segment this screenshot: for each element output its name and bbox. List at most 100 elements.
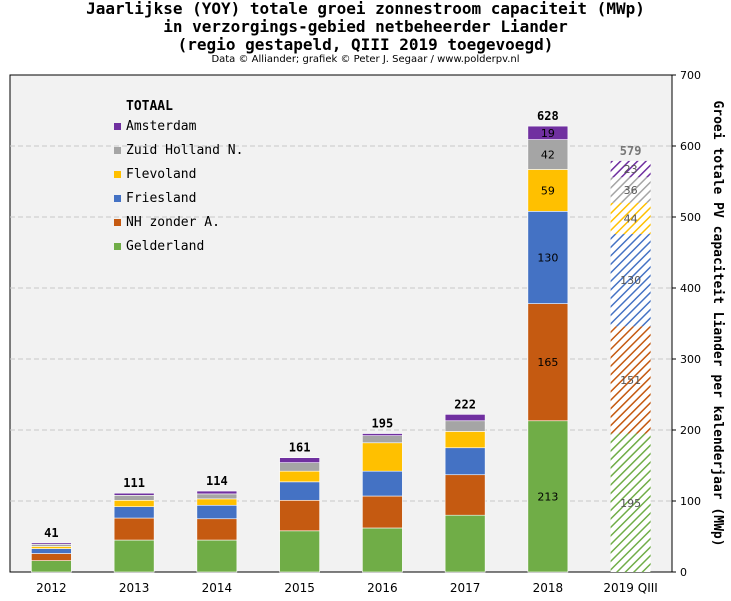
y-tick-label: 300 <box>680 353 701 366</box>
bar-segment <box>444 414 486 422</box>
bar-total-label: 628 <box>537 109 559 123</box>
bar-segment <box>444 431 486 449</box>
bar-segment <box>31 544 72 547</box>
x-tick-label: 2014 <box>202 581 233 595</box>
chart-title-line-1: Jaarlijkse (YOY) totale groei zonnestroo… <box>86 0 645 18</box>
bar-value-label: 151 <box>620 374 641 387</box>
bar-total-label: 161 <box>289 441 311 455</box>
chart-title-line-3: (regio gestapeld, QIII 2019 toegevoegd) <box>177 35 554 54</box>
bar-segment <box>113 506 155 519</box>
bar-segment <box>31 548 72 554</box>
legend-entry: Amsterdam <box>126 119 197 134</box>
bar-segment <box>610 234 651 327</box>
bar-value-label: 130 <box>537 251 558 264</box>
bar-segment <box>196 504 238 520</box>
bar-segment <box>444 514 486 573</box>
x-tick-label: 2018 <box>533 581 564 595</box>
bar-segment <box>444 447 486 476</box>
legend-entry: Zuid Holland N. <box>126 143 243 158</box>
y-tick-label: 0 <box>680 566 687 579</box>
x-tick-label: 2017 <box>450 581 481 595</box>
x-tick-label: 2019 QIII <box>603 581 657 595</box>
y-tick-label: 200 <box>680 424 701 437</box>
bar-segment <box>113 539 155 573</box>
bar-segment <box>527 303 569 422</box>
bar-segment <box>196 493 238 500</box>
y-tick-label: 700 <box>680 69 701 82</box>
bar-segment <box>279 530 320 573</box>
legend-title: TOTAAL <box>126 99 173 114</box>
bar-total-label: 195 <box>372 417 394 431</box>
bar-value-label: 36 <box>624 184 638 197</box>
bar-segment <box>527 169 569 212</box>
plot-area <box>9 74 673 573</box>
legend-entry: Flevoland <box>126 167 196 182</box>
bar-total-label: 111 <box>123 476 145 490</box>
chart-subtitle: Data © Alliander; grafiek © Peter J. Seg… <box>211 54 520 65</box>
bar-value-label: 44 <box>624 212 638 225</box>
bar-total-label: 579 <box>620 144 642 158</box>
bar-value-label: 213 <box>537 490 558 503</box>
bar-segment <box>196 490 238 495</box>
bar-segment <box>610 177 651 203</box>
bar-segment <box>279 499 320 532</box>
bar-segment <box>31 553 72 561</box>
legend-entry: Friesland <box>126 191 196 206</box>
bar-segment <box>610 326 651 434</box>
x-tick-label: 2012 <box>36 581 67 595</box>
y-tick-label: 100 <box>680 495 701 508</box>
bar-segment <box>279 462 320 472</box>
bar-segment <box>31 560 72 573</box>
bar-segment <box>610 202 651 235</box>
legend-swatch <box>114 195 121 202</box>
bar-value-label: 19 <box>541 127 555 140</box>
bar-segment <box>279 457 320 463</box>
bar-value-label: 195 <box>620 497 641 510</box>
bar-segment <box>444 474 486 516</box>
x-tick-label: 2016 <box>367 581 398 595</box>
bar-segment <box>610 433 651 572</box>
bar-segment <box>113 495 155 501</box>
y-axis-label: Groei totale PV capaciteit Liander per k… <box>710 100 725 546</box>
bar-segment <box>196 539 238 573</box>
y-tick-label: 600 <box>680 140 701 153</box>
bar-segment <box>196 498 238 506</box>
bar-segment <box>362 442 403 472</box>
legend-swatch <box>114 219 121 226</box>
bar-segment <box>610 160 651 178</box>
bar-total-label: 222 <box>454 397 476 411</box>
legend-swatch <box>114 243 121 250</box>
bar-segment <box>279 470 320 483</box>
y-tick-label: 400 <box>680 282 701 295</box>
bar-segment <box>444 420 486 432</box>
bar-segment <box>527 420 569 573</box>
bar-value-label: 23 <box>624 163 638 176</box>
legend-entry: NH zonder A. <box>126 215 220 230</box>
bar-segment <box>362 527 403 573</box>
bar-segment <box>113 492 155 496</box>
x-tick-label: 2015 <box>284 581 315 595</box>
bar-total-label: 114 <box>206 474 228 488</box>
bar-segment <box>362 435 403 444</box>
legend-swatch <box>114 147 121 154</box>
legend: TOTAAL Amsterdam Zuid Holland N. Flevoland F… <box>114 99 243 254</box>
x-tick-label: 2013 <box>119 581 150 595</box>
bar-value-label: 130 <box>620 274 641 287</box>
legend-entry: Gelderland <box>126 239 204 254</box>
legend-swatch <box>114 123 121 130</box>
bar-segment <box>31 542 72 545</box>
bar-segment <box>527 125 569 140</box>
bar-segment <box>113 517 155 541</box>
bar-segment <box>362 470 403 497</box>
chart-titles: Jaarlijkse (YOY) totale groei zonnestroo… <box>0 0 731 66</box>
bar-total-label: 41 <box>44 526 58 540</box>
bar-value-label: 59 <box>541 184 555 197</box>
y-tick-label: 500 <box>680 211 701 224</box>
bar-value-label: 165 <box>537 356 558 369</box>
bar-segment <box>196 518 238 541</box>
bar-value-label: 42 <box>541 149 555 162</box>
bar-segment <box>362 495 403 529</box>
chart-title-line-2: in verzorgings-gebied netbeheerder Liand… <box>163 17 568 36</box>
bar-segment <box>362 433 403 436</box>
